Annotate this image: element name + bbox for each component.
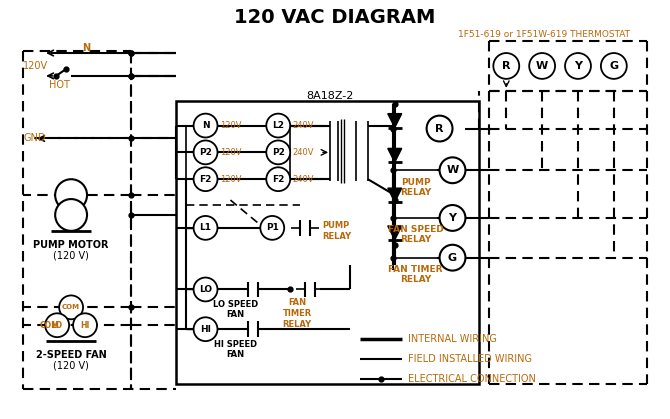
Text: RELAY: RELAY [400, 235, 431, 244]
Text: PUMP: PUMP [401, 178, 431, 187]
Text: R: R [436, 124, 444, 134]
Circle shape [194, 114, 218, 137]
Circle shape [440, 245, 466, 271]
Text: (120 V): (120 V) [53, 361, 89, 371]
Circle shape [529, 53, 555, 79]
Circle shape [59, 295, 83, 319]
Text: COM: COM [62, 304, 80, 310]
Text: 120 VAC DIAGRAM: 120 VAC DIAGRAM [234, 8, 436, 27]
Circle shape [266, 114, 290, 137]
Circle shape [55, 199, 87, 231]
Text: 240V: 240V [292, 175, 314, 184]
Text: Y: Y [574, 61, 582, 71]
Polygon shape [388, 226, 402, 240]
Text: FAN: FAN [226, 310, 245, 319]
Text: PUMP: PUMP [322, 221, 349, 230]
Text: P1: P1 [266, 223, 279, 233]
Text: 8A18Z-2: 8A18Z-2 [306, 91, 354, 101]
Text: RELAY: RELAY [283, 320, 312, 329]
Text: F2: F2 [272, 175, 285, 184]
Text: FAN: FAN [226, 349, 245, 359]
Text: HOT: HOT [49, 80, 70, 90]
Text: 1F51-619 or 1F51W-619 THERMOSTAT: 1F51-619 or 1F51W-619 THERMOSTAT [458, 30, 630, 39]
Text: 2-SPEED FAN: 2-SPEED FAN [36, 350, 107, 360]
Text: HI: HI [80, 321, 90, 330]
Text: N: N [202, 121, 209, 130]
Text: LO: LO [199, 285, 212, 294]
Text: HI SPEED: HI SPEED [214, 340, 257, 349]
Text: P2: P2 [199, 148, 212, 157]
Text: L1: L1 [200, 223, 212, 233]
Text: COM: COM [40, 321, 59, 330]
Text: PUMP MOTOR: PUMP MOTOR [34, 240, 109, 250]
Circle shape [55, 179, 87, 211]
Text: 120V: 120V [220, 121, 241, 130]
Circle shape [440, 158, 466, 183]
Text: RELAY: RELAY [400, 188, 431, 197]
Circle shape [194, 167, 218, 191]
Text: GND: GND [23, 134, 46, 143]
Text: F2: F2 [200, 175, 212, 184]
Circle shape [493, 53, 519, 79]
Text: 120V: 120V [23, 61, 48, 71]
Text: LO SPEED: LO SPEED [213, 300, 258, 309]
Circle shape [266, 167, 290, 191]
Text: 120V: 120V [220, 148, 241, 157]
Text: FAN: FAN [288, 298, 306, 307]
Polygon shape [388, 114, 402, 127]
Text: FAN TIMER: FAN TIMER [389, 265, 443, 274]
Circle shape [565, 53, 591, 79]
Text: FIELD INSTALLED WIRING: FIELD INSTALLED WIRING [408, 354, 532, 364]
Text: R: R [502, 61, 511, 71]
Text: ELECTRICAL CONNECTION: ELECTRICAL CONNECTION [408, 374, 535, 384]
Text: G: G [448, 253, 457, 263]
Text: FAN SPEED: FAN SPEED [388, 225, 444, 234]
Circle shape [601, 53, 627, 79]
Text: 120V: 120V [220, 175, 241, 184]
Text: G: G [609, 61, 618, 71]
Text: RELAY: RELAY [400, 275, 431, 284]
Circle shape [427, 116, 452, 142]
Text: Y: Y [448, 213, 456, 223]
Text: L2: L2 [272, 121, 284, 130]
Text: INTERNAL WIRING: INTERNAL WIRING [408, 334, 496, 344]
Text: W: W [536, 61, 548, 71]
Circle shape [266, 140, 290, 164]
Text: W: W [446, 165, 459, 175]
Polygon shape [388, 148, 402, 162]
Circle shape [194, 317, 218, 341]
Text: RELAY: RELAY [322, 232, 351, 241]
Circle shape [45, 313, 69, 337]
Text: LO: LO [52, 321, 63, 330]
Text: (120 V): (120 V) [53, 251, 89, 261]
Circle shape [73, 313, 97, 337]
Bar [176, 101, 480, 384]
Text: N: N [82, 43, 90, 53]
Circle shape [440, 205, 466, 231]
Text: 240V: 240V [292, 148, 314, 157]
Text: HI: HI [200, 325, 211, 334]
Circle shape [194, 277, 218, 301]
Text: 240V: 240V [292, 121, 314, 130]
Text: P2: P2 [272, 148, 285, 157]
Text: TIMER: TIMER [283, 309, 312, 318]
Circle shape [261, 216, 284, 240]
Circle shape [194, 216, 218, 240]
Polygon shape [388, 188, 402, 202]
Circle shape [194, 140, 218, 164]
